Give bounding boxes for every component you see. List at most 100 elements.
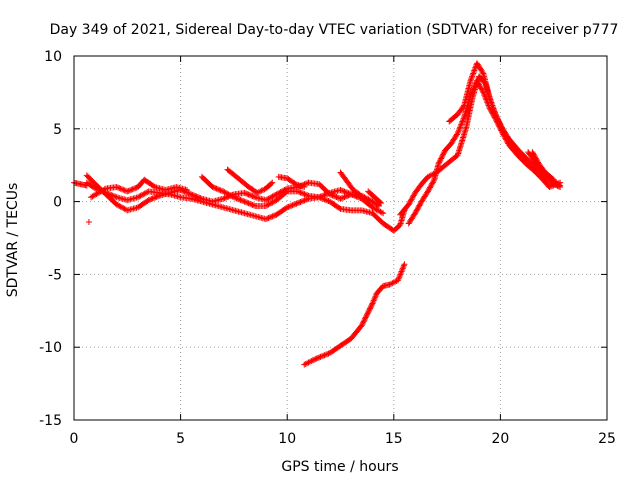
data-point [298,198,305,205]
data-point [222,189,229,196]
data-point [241,189,248,196]
data-point [495,117,502,124]
data-point [477,84,484,91]
data-point [469,73,476,80]
data-point [371,296,378,303]
data-point [359,321,366,328]
data-point [416,202,423,209]
y-tick-label: 0 [53,195,62,211]
data-point [409,195,416,202]
data-point [137,192,144,199]
data-point [217,187,224,194]
data-point [410,192,417,199]
data-point [284,204,291,211]
x-tick-label: 5 [176,431,185,447]
data-point [297,189,304,196]
x-tick-label: 20 [491,431,509,447]
data-point [333,194,340,201]
data-point [237,196,244,203]
data-point [305,359,312,366]
data-point [230,194,237,201]
data-point [268,194,275,201]
data-point [124,188,131,195]
series-8 [446,60,564,189]
data-point [110,193,117,200]
data-point [371,294,378,301]
data-point [334,194,341,201]
data-point [490,105,497,112]
data-point [132,185,139,192]
x-tick-label: 10 [278,431,296,447]
data-point [429,179,436,186]
data-point [265,214,272,221]
data-point [322,196,329,203]
data-point [306,358,313,365]
data-point [254,189,261,196]
data-point [114,202,121,209]
data-point [264,215,271,222]
data-point [249,193,256,200]
data-point [360,319,367,326]
data-point [471,67,478,74]
data-point [467,77,474,84]
data-point [457,122,464,129]
data-point [112,193,119,200]
data-point [389,280,396,287]
data-point [370,297,377,304]
data-point [337,186,344,193]
data-point [406,200,413,207]
data-point [427,183,434,190]
data-point [530,150,537,157]
data-point [453,131,460,138]
series-4 [85,218,92,225]
data-point [493,112,500,119]
data-point [318,193,325,200]
data-point [297,198,304,205]
data-point [185,190,192,197]
data-point [322,351,329,358]
data-point [360,318,367,325]
data-point [479,69,486,76]
data-point [221,189,228,196]
data-point [340,194,347,201]
data-point [407,197,414,204]
x-tick-label: 25 [598,431,616,447]
data-point [496,119,503,126]
data-point [366,197,373,204]
data-point [438,155,445,162]
data-point [498,123,505,130]
data-point [438,154,445,161]
data-point [262,216,269,223]
data-point [426,173,433,180]
data-point [376,208,383,215]
data-point [300,190,307,197]
data-point [121,187,128,194]
data-point [146,196,153,203]
data-point [234,195,241,202]
data-point [489,102,496,109]
data-point [113,184,120,191]
data-point [257,188,264,195]
data-point [250,193,257,200]
data-point [294,200,301,207]
data-point [312,356,319,363]
data-point [229,193,236,200]
data-point [218,187,225,194]
plot-frame [73,55,608,421]
data-point [213,185,220,192]
data-point [363,311,370,318]
data-point [437,156,444,163]
data-point [221,195,228,202]
x-axis-label: GPS time / hours [281,459,398,475]
data-point [492,111,499,118]
data-point [534,158,541,165]
data-point [290,201,297,208]
data-point [269,193,276,200]
data-point [459,118,466,125]
data-point [114,184,121,191]
data-point [317,193,324,200]
data-point [356,194,363,201]
data-point [225,191,232,198]
data-point [246,192,253,199]
data-point [134,194,141,201]
